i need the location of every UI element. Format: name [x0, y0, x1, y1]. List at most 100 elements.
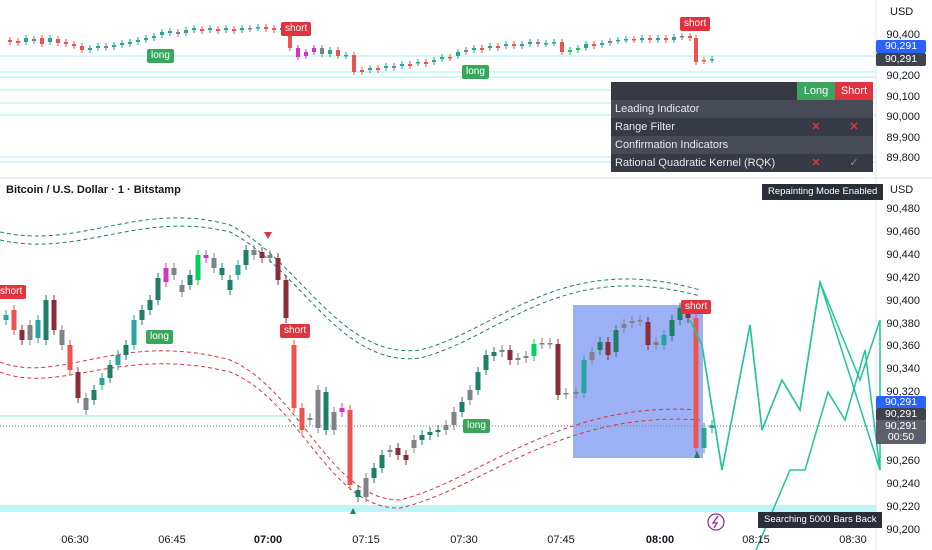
- candle: [624, 39, 628, 41]
- candle: [472, 48, 476, 50]
- candle: [448, 57, 452, 59]
- candle: [224, 28, 228, 30]
- candle: [67, 345, 73, 370]
- candle: [184, 30, 188, 33]
- candle: [499, 350, 505, 352]
- long-signal: long: [146, 330, 173, 344]
- cross-icon: ✕: [835, 118, 873, 136]
- candle: [59, 330, 65, 345]
- main-price-tick-label: 90,340: [886, 363, 920, 376]
- candle: [304, 52, 308, 56]
- candle: [520, 44, 524, 46]
- candle: [200, 29, 204, 31]
- main-price-tick-label: 90,360: [886, 340, 920, 353]
- candle: [363, 478, 369, 497]
- time-tick-label: 08:30: [839, 534, 867, 546]
- candle: [459, 402, 465, 412]
- candle: [275, 258, 281, 280]
- candle: [443, 425, 449, 430]
- candle: [99, 378, 105, 385]
- candle: [451, 412, 457, 425]
- candle: [168, 31, 172, 33]
- main-price-tick-label: 90,460: [886, 225, 920, 238]
- replay-lightning-icon: [707, 513, 725, 531]
- main-price-tag-dark: 90,291: [876, 408, 926, 421]
- candle: [115, 355, 121, 365]
- candle: [104, 46, 108, 48]
- candle: [368, 68, 372, 70]
- candle: [648, 38, 652, 40]
- candle: [629, 321, 635, 323]
- top-price-tick-label: 90,400: [886, 29, 920, 41]
- candle: [536, 42, 540, 44]
- candle: [19, 330, 25, 340]
- candle: [147, 300, 153, 310]
- top-price-tick-label: 89,800: [886, 152, 920, 164]
- candle: [315, 390, 321, 428]
- candle: [128, 42, 132, 44]
- candle: [320, 48, 324, 54]
- candle: [384, 66, 388, 68]
- candle: [307, 418, 313, 420]
- symbol-title[interactable]: Bitcoin / U.S. Dollar · 1 · Bitstamp: [6, 184, 181, 196]
- candle: [352, 55, 356, 72]
- candle: [376, 68, 380, 70]
- candle: [240, 28, 244, 30]
- candle: [584, 44, 588, 48]
- top-short-signal: short: [281, 22, 312, 36]
- candle: [371, 468, 377, 478]
- candle: [152, 36, 156, 38]
- candle: [123, 345, 129, 355]
- candle: [661, 335, 667, 345]
- candle: [456, 52, 460, 56]
- candle: [669, 320, 675, 336]
- top-price-tag-blue: 90,291: [876, 40, 926, 53]
- candle: [693, 318, 699, 448]
- main-price-tick-label: 90,240: [886, 477, 920, 490]
- candle: [96, 46, 100, 48]
- candle: [360, 70, 364, 72]
- main-price-tick-label: 90,480: [886, 203, 920, 215]
- candle: [379, 455, 385, 468]
- table-header-long: Long: [797, 82, 835, 100]
- candle: [179, 285, 185, 292]
- candle: [395, 448, 401, 455]
- candle: [80, 46, 84, 50]
- table-header-short: Short: [835, 82, 873, 100]
- candle: [467, 390, 473, 400]
- main-currency-label: USD: [890, 184, 914, 196]
- candle: [331, 412, 337, 430]
- table-row-leading: Leading Indicator: [611, 100, 873, 118]
- time-tick-label: 07:30: [450, 534, 478, 546]
- candle: [291, 345, 297, 408]
- candle: [27, 325, 33, 340]
- candle: [512, 44, 516, 46]
- candle: [427, 432, 433, 435]
- candle: [216, 29, 220, 31]
- candle: [387, 450, 393, 452]
- candle: [347, 410, 353, 485]
- candle: [248, 28, 252, 30]
- check-icon: ✓: [835, 154, 873, 172]
- candle: [264, 27, 268, 29]
- candle: [235, 265, 241, 275]
- candle: [336, 50, 340, 56]
- candle: [88, 48, 92, 50]
- top-currency-label: USD: [890, 6, 914, 18]
- long-arrow-icon: [350, 508, 356, 514]
- candle: [568, 50, 572, 52]
- candle: [688, 36, 692, 38]
- candle: [160, 32, 164, 35]
- candle: [155, 278, 161, 300]
- candle: [597, 342, 603, 350]
- candle: [112, 45, 116, 47]
- candle: [419, 435, 425, 440]
- candle: [24, 38, 28, 42]
- candle: [613, 330, 619, 352]
- candle: [544, 43, 548, 45]
- candle: [547, 343, 553, 345]
- candle: [299, 408, 305, 430]
- short-signal: short: [681, 300, 712, 314]
- candle: [408, 64, 412, 66]
